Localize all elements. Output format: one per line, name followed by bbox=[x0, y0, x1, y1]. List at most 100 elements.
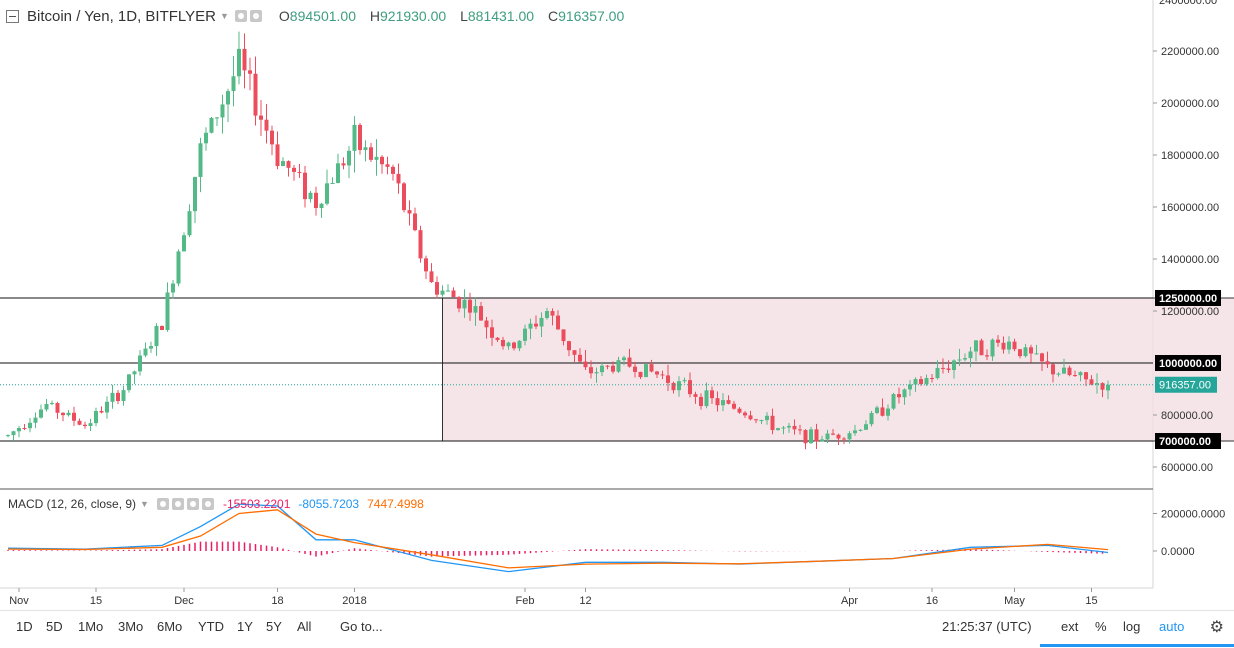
gear-icon[interactable]: ⚙ bbox=[1210, 617, 1224, 637]
candle-body bbox=[61, 413, 65, 415]
candle-body bbox=[83, 425, 87, 426]
candle-body bbox=[127, 374, 131, 390]
candle-body bbox=[859, 430, 863, 431]
candle-body bbox=[50, 403, 54, 404]
candle-body bbox=[980, 340, 984, 355]
add-icon[interactable] bbox=[187, 498, 199, 510]
candle-body bbox=[1040, 353, 1044, 361]
candle-body bbox=[221, 104, 225, 117]
candle-body bbox=[903, 389, 907, 397]
settings-icon[interactable] bbox=[250, 10, 262, 22]
candle-body bbox=[39, 410, 43, 418]
candle-body bbox=[281, 161, 285, 166]
auto-toggle[interactable]: auto bbox=[1159, 619, 1184, 634]
timeframe-1y[interactable]: 1Y bbox=[237, 619, 253, 634]
timeframe-1d[interactable]: 1D bbox=[16, 619, 33, 634]
candle-body bbox=[958, 360, 962, 361]
candle-body bbox=[881, 407, 885, 415]
settings-icon[interactable] bbox=[172, 498, 184, 510]
candle-body bbox=[567, 341, 571, 350]
candle-body bbox=[485, 321, 489, 328]
timeframe-all[interactable]: All bbox=[297, 619, 311, 634]
level-label: 700000.00 bbox=[1159, 436, 1211, 448]
price-tick-label: 800000.00 bbox=[1161, 410, 1213, 422]
candle-body bbox=[952, 360, 956, 370]
open-label: O bbox=[279, 8, 290, 24]
visibility-icon[interactable] bbox=[235, 10, 247, 22]
high-label: H bbox=[370, 8, 380, 24]
candle-body bbox=[1029, 347, 1033, 353]
candle-body bbox=[166, 292, 170, 330]
candle-body bbox=[94, 411, 98, 423]
candle-body bbox=[897, 394, 901, 397]
candle-body bbox=[842, 439, 846, 440]
candle-body bbox=[639, 372, 643, 377]
candle-body bbox=[545, 311, 549, 318]
candle-body bbox=[369, 147, 373, 160]
close-value: 916357.00 bbox=[558, 8, 624, 24]
candle-body bbox=[204, 133, 208, 144]
candle-body bbox=[193, 177, 197, 211]
candle-body bbox=[28, 423, 32, 428]
candle-body bbox=[413, 213, 417, 230]
candle-body bbox=[386, 164, 390, 167]
candle-body bbox=[501, 340, 505, 346]
candle-body bbox=[133, 371, 137, 374]
candle-body bbox=[787, 426, 791, 428]
more-icon[interactable] bbox=[202, 498, 214, 510]
bottom-toolbar: 1D 5D 1Mo 3Mo 6Mo YTD 1Y 5Y All Go to...… bbox=[0, 610, 1234, 648]
chevron-down-icon[interactable]: ▼ bbox=[140, 499, 149, 509]
time-tick-label: Feb bbox=[516, 595, 535, 607]
candle-body bbox=[397, 174, 401, 183]
candle-body bbox=[1035, 353, 1039, 354]
collapse-icon[interactable] bbox=[6, 10, 19, 23]
candle-body bbox=[177, 251, 181, 283]
percent-toggle[interactable]: % bbox=[1095, 619, 1107, 634]
candle-body bbox=[254, 74, 258, 116]
candle-body bbox=[34, 418, 38, 423]
candle-body bbox=[210, 118, 214, 133]
candle-body bbox=[474, 306, 478, 313]
candle-body bbox=[430, 271, 434, 282]
goto-button[interactable]: Go to... bbox=[340, 619, 383, 634]
candle-body bbox=[666, 375, 670, 382]
candle-body bbox=[1101, 383, 1105, 390]
visibility-icon[interactable] bbox=[157, 498, 169, 510]
close-label: C bbox=[548, 8, 558, 24]
level-label: 1000000.00 bbox=[1159, 358, 1217, 370]
candle-body bbox=[512, 343, 516, 349]
candle-body bbox=[358, 125, 362, 150]
candle-body bbox=[650, 364, 654, 371]
chevron-down-icon[interactable]: ▼ bbox=[220, 11, 229, 21]
timeframe-3mo[interactable]: 3Mo bbox=[118, 619, 143, 634]
log-toggle[interactable]: log bbox=[1123, 619, 1140, 634]
macd-title[interactable]: MACD (12, 26, close, 9) bbox=[8, 497, 136, 511]
candle-body bbox=[771, 416, 775, 430]
candle-body bbox=[160, 326, 164, 330]
utc-clock[interactable]: 21:25:37 (UTC) bbox=[942, 619, 1032, 634]
candle-body bbox=[287, 161, 291, 168]
candle-body bbox=[864, 424, 868, 430]
timeframe-5d[interactable]: 5D bbox=[46, 619, 63, 634]
timeframe-1mo[interactable]: 1Mo bbox=[78, 619, 103, 634]
candle-body bbox=[479, 306, 483, 320]
candle-body bbox=[155, 326, 159, 346]
candle-body bbox=[314, 193, 318, 208]
timeframe-5y[interactable]: 5Y bbox=[266, 619, 282, 634]
time-tick-label: Dec bbox=[174, 595, 194, 607]
symbol-title[interactable]: Bitcoin / Yen, 1D, BITFLYER bbox=[27, 8, 216, 25]
candle-body bbox=[705, 390, 709, 406]
candle-body bbox=[270, 131, 274, 145]
ext-toggle[interactable]: ext bbox=[1061, 619, 1078, 634]
timeframe-ytd[interactable]: YTD bbox=[198, 619, 224, 634]
chart-canvas[interactable]: 2400000.002200000.002000000.001800000.00… bbox=[0, 0, 1234, 610]
timeframe-6mo[interactable]: 6Mo bbox=[157, 619, 182, 634]
candle-body bbox=[56, 403, 60, 413]
candle-body bbox=[45, 404, 49, 410]
candle-body bbox=[89, 423, 93, 426]
candle-body bbox=[672, 383, 676, 390]
candle-body bbox=[782, 427, 786, 428]
ohlc-readout: O894501.00 H921930.00 L881431.00 C916357… bbox=[269, 8, 624, 24]
candle-body bbox=[611, 366, 615, 372]
candle-body bbox=[518, 341, 522, 348]
